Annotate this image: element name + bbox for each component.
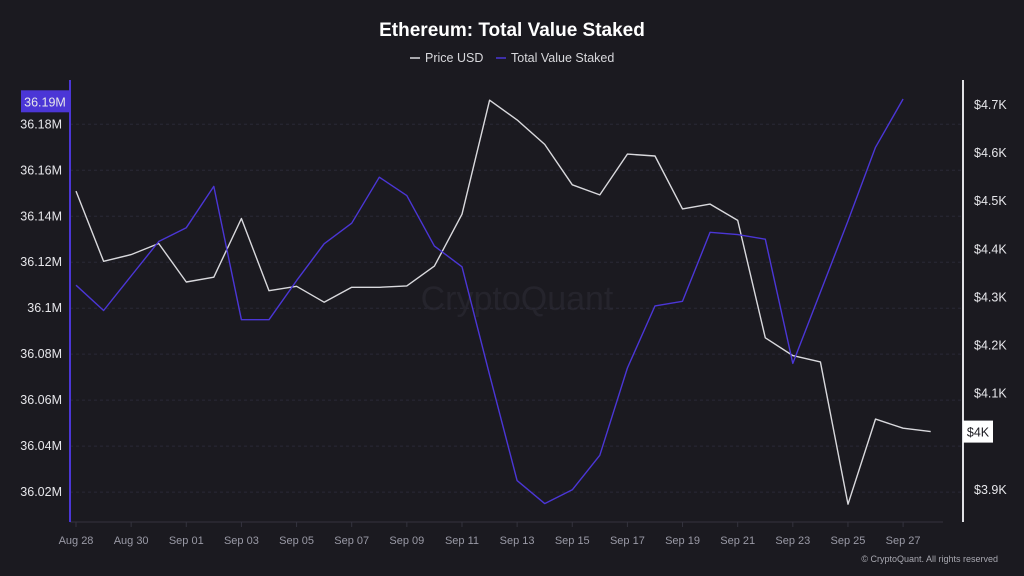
copyright-footer: © CryptoQuant. All rights reserved [861,554,998,564]
left-tick-label: 36.06M [20,393,62,407]
watermark: CryptoQuant [421,280,614,318]
left-tick-label: 36.18M [20,117,62,131]
legend-staked[interactable]: Total Value Staked [511,51,614,65]
right-tick-label: $4.5K [974,194,1007,208]
left-axis: 36.02M 36.04M 36.06M 36.08M 36.1M 36.12M 36.14… [20,80,71,522]
right-tick-label: $4.1K [974,387,1007,401]
right-tick-label: $3.9K [974,483,1007,497]
left-tick-label: 36.12M [20,255,62,269]
series-lines [75,98,931,505]
x-axis: Aug 28 Aug 30 Sep 01 Sep 03 Sep 05 Sep 07 Sep … [59,521,943,547]
x-tick-label: Sep 13 [500,535,535,547]
right-tick-label: $4.6K [974,146,1007,160]
x-tick-label: Sep 07 [334,535,369,547]
right-tick-label: $4.7K [974,98,1007,112]
left-tick-label: 36.1M [27,301,62,315]
x-tick-label: Sep 19 [665,535,700,547]
left-highlight-label: 36.19M [24,95,66,109]
left-tick-label: 36.04M [20,439,62,453]
right-tick-label: $4.4K [974,242,1007,256]
x-tick-label: Sep 23 [775,535,810,547]
legend: Price USD Total Value Staked [410,51,614,65]
grid [70,123,963,493]
right-axis: $3.9K $4.1K $4.2K $4.3K $4.4K $4.5K $4.6K $4.7K [962,80,1007,522]
x-tick-label: Aug 28 [59,535,94,547]
left-tick-label: 36.16M [20,163,62,177]
left-tick-label: 36.14M [20,209,62,223]
chart-title: Ethereum: Total Value Staked [379,20,645,41]
right-tick-label: $4.3K [974,290,1007,304]
x-tick-label: Sep 17 [610,535,645,547]
x-tick-label: Aug 30 [114,535,149,547]
price-usd-line [75,99,931,505]
right-highlight-label: $4K [967,426,990,440]
right-highlight-bg [963,420,993,443]
x-tick-label: Sep 03 [224,535,259,547]
x-tick-label: Sep 15 [555,535,590,547]
left-tick-label: 36.08M [20,347,62,361]
right-highlight-badge: $4K [963,420,993,443]
x-tick-label: Sep 11 [445,535,479,547]
x-tick-label: Sep 09 [389,535,424,547]
x-tick-label: Sep 25 [831,535,866,547]
right-tick-label: $4.2K [974,339,1007,353]
left-tick-label: 36.02M [20,485,62,499]
total-value-staked-line [75,98,904,505]
left-highlight-badge: 36.19M [21,90,70,113]
x-tick-label: Sep 05 [279,535,314,547]
legend-price[interactable]: Price USD [425,51,483,65]
x-tick-label: Sep 27 [886,535,921,547]
x-tick-label: Sep 01 [169,535,204,547]
left-highlight-bg [21,90,70,113]
x-tick-label: Sep 21 [720,535,755,547]
